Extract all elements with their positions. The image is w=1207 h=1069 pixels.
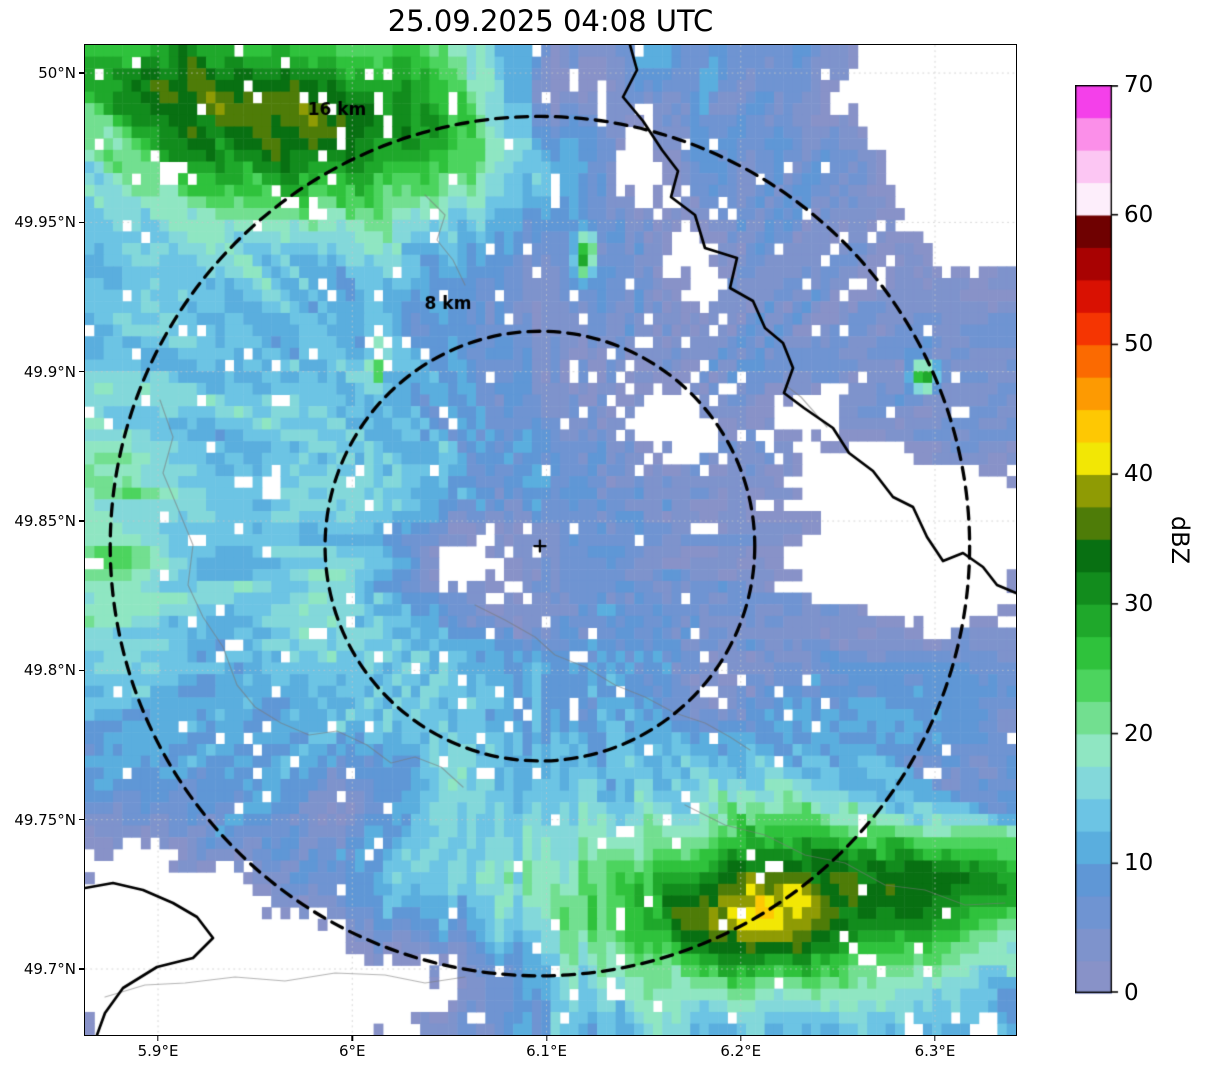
figure-title: 25.09.2025 04:08 UTC <box>387 4 714 38</box>
colorbar-gradient <box>1075 85 1120 995</box>
y-tick-mark <box>79 371 84 373</box>
y-tick-label: 49.95°N <box>14 213 76 232</box>
colorbar-tick-label: 40 <box>1124 461 1154 488</box>
x-tick-mark <box>740 1036 742 1041</box>
y-tick-label: 49.8°N <box>23 661 76 680</box>
x-tick-mark <box>934 1036 936 1041</box>
colorbar-tick-label: 70 <box>1124 72 1154 98</box>
colorbar-tick-label: 50 <box>1124 331 1154 358</box>
x-tick-label: 6.2°E <box>720 1042 762 1060</box>
colorbar-tick-label: 20 <box>1124 720 1154 747</box>
y-tick-mark <box>79 520 84 522</box>
x-tick-mark <box>351 1036 353 1041</box>
y-tick-mark <box>79 221 84 224</box>
x-tick-mark <box>157 1036 159 1041</box>
colorbar-label: dBZ <box>1166 515 1194 565</box>
x-tick-label: 6°E <box>339 1042 366 1060</box>
colorbar-tick-label: 0 <box>1124 980 1139 1006</box>
y-tick-mark <box>79 72 84 74</box>
y-tick-mark <box>79 968 84 970</box>
radar-field-canvas <box>85 45 1016 1035</box>
y-tick-label: 49.7°N <box>23 960 76 978</box>
y-tick-mark <box>79 669 84 672</box>
y-tick-label: 49.9°N <box>23 362 76 381</box>
y-tick-mark <box>79 818 84 821</box>
y-tick-label: 49.75°N <box>14 810 76 829</box>
x-tick-label: 5.9°E <box>137 1042 179 1060</box>
y-tick-label: 49.85°N <box>14 512 76 531</box>
x-tick-label: 6.1°E <box>526 1042 567 1060</box>
colorbar-tick-label: 10 <box>1124 850 1154 877</box>
plot-area <box>84 44 1017 1036</box>
x-tick-mark <box>545 1036 548 1041</box>
y-tick-label: 50°N <box>38 64 76 83</box>
x-tick-label: 6.3°E <box>914 1042 956 1060</box>
colorbar <box>1075 85 1120 999</box>
colorbar-tick-label: 30 <box>1124 590 1154 617</box>
colorbar-tick-label: 60 <box>1124 201 1154 228</box>
